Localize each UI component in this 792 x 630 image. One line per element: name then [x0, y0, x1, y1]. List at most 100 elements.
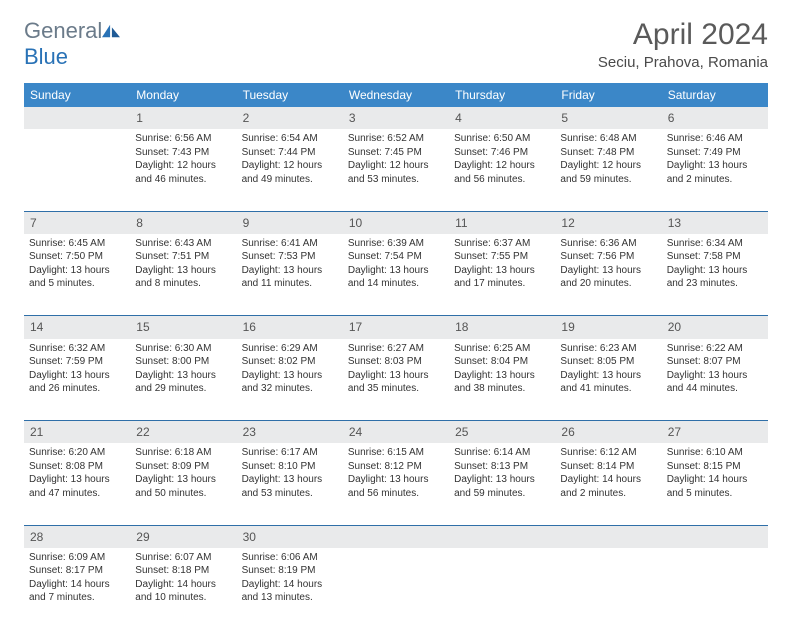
daylight-line: Daylight: 13 hours and 53 minutes. — [242, 473, 338, 500]
day-cell: Sunrise: 6:29 AMSunset: 8:02 PMDaylight:… — [237, 339, 343, 421]
daylight-line: Daylight: 12 hours and 59 minutes. — [560, 159, 656, 186]
day-number: 23 — [237, 421, 343, 444]
day-cell: Sunrise: 6:14 AMSunset: 8:13 PMDaylight:… — [449, 443, 555, 525]
calendar-table: SundayMondayTuesdayWednesdayThursdayFrid… — [24, 83, 768, 630]
day-cell: Sunrise: 6:27 AMSunset: 8:03 PMDaylight:… — [343, 339, 449, 421]
day-cell: Sunrise: 6:09 AMSunset: 8:17 PMDaylight:… — [24, 548, 130, 630]
sunrise-line: Sunrise: 6:20 AM — [29, 446, 125, 460]
day-number: 12 — [555, 211, 661, 234]
day-cell: Sunrise: 6:36 AMSunset: 7:56 PMDaylight:… — [555, 234, 661, 316]
sunset-line: Sunset: 7:53 PM — [242, 250, 338, 264]
sunset-line: Sunset: 7:55 PM — [454, 250, 550, 264]
daylight-line: Daylight: 12 hours and 53 minutes. — [348, 159, 444, 186]
sunset-line: Sunset: 8:10 PM — [242, 460, 338, 474]
sunrise-line: Sunrise: 6:09 AM — [29, 551, 125, 565]
sunrise-line: Sunrise: 6:06 AM — [242, 551, 338, 565]
sunset-line: Sunset: 8:04 PM — [454, 355, 550, 369]
sunset-line: Sunset: 7:45 PM — [348, 146, 444, 160]
sunset-line: Sunset: 8:08 PM — [29, 460, 125, 474]
daylight-line: Daylight: 14 hours and 13 minutes. — [242, 578, 338, 605]
daylight-line: Daylight: 13 hours and 17 minutes. — [454, 264, 550, 291]
day-cell: Sunrise: 6:48 AMSunset: 7:48 PMDaylight:… — [555, 129, 661, 211]
day-number: 13 — [662, 211, 768, 234]
sunrise-line: Sunrise: 6:41 AM — [242, 237, 338, 251]
day-number: 2 — [237, 107, 343, 129]
weekday-header: Thursday — [449, 83, 555, 107]
day-content-row: Sunrise: 6:56 AMSunset: 7:43 PM Daylight:… — [24, 129, 768, 211]
day-number: 6 — [662, 107, 768, 129]
day-cell: Sunrise: 6:15 AMSunset: 8:12 PMDaylight:… — [343, 443, 449, 525]
day-cell: Sunrise: 6:07 AMSunset: 8:18 PMDaylight:… — [130, 548, 236, 630]
daylight-line: Daylight: 13 hours and 23 minutes. — [667, 264, 763, 291]
day-content-row: Sunrise: 6:32 AMSunset: 7:59 PM Daylight:… — [24, 339, 768, 421]
sunset-line: Sunset: 7:48 PM — [560, 146, 656, 160]
location: Seciu, Prahova, Romania — [598, 54, 768, 71]
day-number: 15 — [130, 316, 236, 339]
day-number: 24 — [343, 421, 449, 444]
day-number-row: 14151617181920 — [24, 316, 768, 339]
sunrise-line: Sunrise: 6:54 AM — [242, 132, 338, 146]
day-number — [662, 525, 768, 548]
weekday-header: Saturday — [662, 83, 768, 107]
sunrise-line: Sunrise: 6:14 AM — [454, 446, 550, 460]
sunset-line: Sunset: 8:00 PM — [135, 355, 231, 369]
daylight-line: Daylight: 14 hours and 10 minutes. — [135, 578, 231, 605]
day-cell: Sunrise: 6:10 AMSunset: 8:15 PMDaylight:… — [662, 443, 768, 525]
sunset-line: Sunset: 7:44 PM — [242, 146, 338, 160]
sunrise-line: Sunrise: 6:37 AM — [454, 237, 550, 251]
sunrise-line: Sunrise: 6:46 AM — [667, 132, 763, 146]
sunset-line: Sunset: 7:49 PM — [667, 146, 763, 160]
day-cell: Sunrise: 6:17 AMSunset: 8:10 PMDaylight:… — [237, 443, 343, 525]
day-number: 28 — [24, 525, 130, 548]
day-number — [555, 525, 661, 548]
day-cell: Sunrise: 6:18 AMSunset: 8:09 PMDaylight:… — [130, 443, 236, 525]
sunset-line: Sunset: 8:17 PM — [29, 564, 125, 578]
day-number: 10 — [343, 211, 449, 234]
daylight-line: Daylight: 12 hours and 49 minutes. — [242, 159, 338, 186]
day-number-row: 282930 — [24, 525, 768, 548]
month-title: April 2024 — [598, 18, 768, 52]
daylight-line: Daylight: 13 hours and 11 minutes. — [242, 264, 338, 291]
day-cell: Sunrise: 6:54 AMSunset: 7:44 PMDaylight:… — [237, 129, 343, 211]
day-cell: Sunrise: 6:06 AMSunset: 8:19 PMDaylight:… — [237, 548, 343, 630]
sunset-line: Sunset: 7:54 PM — [348, 250, 444, 264]
day-cell: Sunrise: 6:23 AMSunset: 8:05 PMDaylight:… — [555, 339, 661, 421]
sunset-line: Sunset: 7:46 PM — [454, 146, 550, 160]
daylight-line: Daylight: 13 hours and 59 minutes. — [454, 473, 550, 500]
daylight-line: Daylight: 13 hours and 44 minutes. — [667, 369, 763, 396]
sunrise-line: Sunrise: 6:25 AM — [454, 342, 550, 356]
sunrise-line: Sunrise: 6:32 AM — [29, 342, 125, 356]
sunset-line: Sunset: 8:13 PM — [454, 460, 550, 474]
sunset-line: Sunset: 7:59 PM — [29, 355, 125, 369]
daylight-line: Daylight: 13 hours and 47 minutes. — [29, 473, 125, 500]
logo: General Blue — [24, 18, 120, 70]
sunrise-line: Sunrise: 6:56 AM — [135, 132, 231, 146]
sunset-line: Sunset: 8:12 PM — [348, 460, 444, 474]
daylight-line: Daylight: 13 hours and 32 minutes. — [242, 369, 338, 396]
sunrise-line: Sunrise: 6:43 AM — [135, 237, 231, 251]
day-cell: Sunrise: 6:46 AMSunset: 7:49 PMDaylight:… — [662, 129, 768, 211]
sunrise-line: Sunrise: 6:22 AM — [667, 342, 763, 356]
weekday-header: Tuesday — [237, 83, 343, 107]
day-number: 11 — [449, 211, 555, 234]
sunset-line: Sunset: 8:07 PM — [667, 355, 763, 369]
day-number: 27 — [662, 421, 768, 444]
day-cell — [662, 548, 768, 630]
day-number: 4 — [449, 107, 555, 129]
day-content-row: Sunrise: 6:09 AMSunset: 8:17 PM Daylight:… — [24, 548, 768, 630]
sunset-line: Sunset: 7:43 PM — [135, 146, 231, 160]
day-number: 8 — [130, 211, 236, 234]
day-cell: Sunrise: 6:25 AMSunset: 8:04 PMDaylight:… — [449, 339, 555, 421]
day-number — [449, 525, 555, 548]
day-cell: Sunrise: 6:22 AMSunset: 8:07 PMDaylight:… — [662, 339, 768, 421]
day-number: 21 — [24, 421, 130, 444]
day-number: 30 — [237, 525, 343, 548]
daylight-line: Daylight: 13 hours and 29 minutes. — [135, 369, 231, 396]
daylight-line: Daylight: 14 hours and 5 minutes. — [667, 473, 763, 500]
sunset-line: Sunset: 7:56 PM — [560, 250, 656, 264]
sunrise-line: Sunrise: 6:52 AM — [348, 132, 444, 146]
daylight-line: Daylight: 12 hours and 56 minutes. — [454, 159, 550, 186]
weekday-header: Wednesday — [343, 83, 449, 107]
sunrise-line: Sunrise: 6:45 AM — [29, 237, 125, 251]
day-content-row: Sunrise: 6:20 AMSunset: 8:08 PMDaylight:… — [24, 443, 768, 525]
